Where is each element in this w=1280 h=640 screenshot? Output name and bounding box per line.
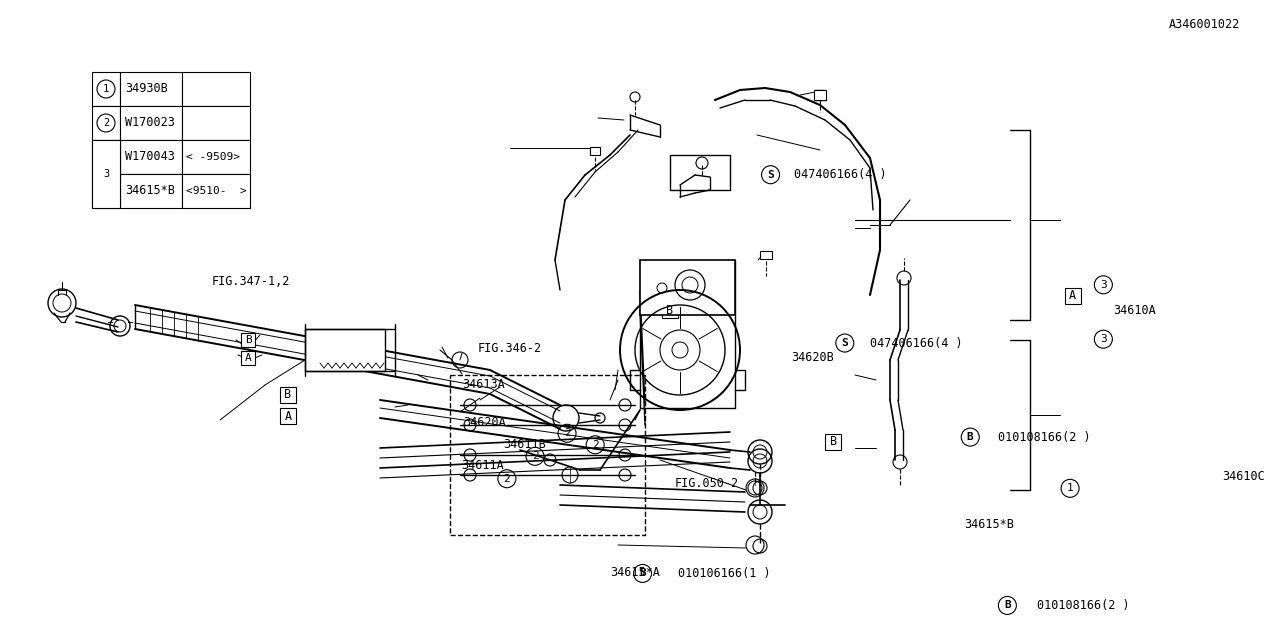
Bar <box>640 260 735 315</box>
Text: 010106166(1 ): 010106166(1 ) <box>678 567 771 580</box>
Text: 34615*B: 34615*B <box>125 184 175 198</box>
Bar <box>760 251 772 259</box>
Text: FIG.050-2: FIG.050-2 <box>675 477 739 490</box>
Text: 2: 2 <box>563 428 571 438</box>
Text: FIG.347-1,2: FIG.347-1,2 <box>211 275 289 288</box>
Text: 010108166(2 ): 010108166(2 ) <box>998 431 1091 444</box>
Text: B: B <box>284 388 292 401</box>
Bar <box>662 302 678 318</box>
Text: S: S <box>841 338 849 348</box>
Text: B: B <box>244 335 251 345</box>
Text: 34610C: 34610C <box>1222 470 1265 483</box>
Text: B: B <box>1004 600 1011 611</box>
Bar <box>1065 288 1080 304</box>
Bar <box>814 90 826 100</box>
Bar <box>280 387 296 403</box>
Text: 34620A: 34620A <box>463 416 506 429</box>
Text: B: B <box>639 568 646 579</box>
Text: 010108166(2 ): 010108166(2 ) <box>1037 599 1129 612</box>
Text: 2: 2 <box>591 440 599 450</box>
Bar <box>92 106 120 140</box>
Text: 2: 2 <box>102 118 109 128</box>
Text: A346001022: A346001022 <box>1169 18 1240 31</box>
Text: 34613A: 34613A <box>462 378 504 390</box>
Text: 047406166(4 ): 047406166(4 ) <box>870 337 963 349</box>
Bar <box>280 408 296 424</box>
Text: B: B <box>966 432 974 442</box>
Bar <box>92 140 120 208</box>
Bar <box>182 140 250 174</box>
Text: 34610A: 34610A <box>1114 304 1156 317</box>
Bar <box>241 333 255 347</box>
Bar <box>120 174 182 208</box>
Text: <9510-  >: <9510- > <box>186 186 247 196</box>
Text: FIG.346-2: FIG.346-2 <box>477 342 541 355</box>
Bar <box>120 140 182 174</box>
Text: B: B <box>667 303 673 317</box>
Bar <box>92 72 120 106</box>
Text: A: A <box>1069 289 1076 302</box>
Text: 34611B: 34611B <box>503 438 545 451</box>
Text: W170023: W170023 <box>125 116 175 129</box>
Text: 3: 3 <box>102 169 109 179</box>
Bar <box>305 329 385 371</box>
Bar <box>182 174 250 208</box>
Bar <box>182 106 250 140</box>
Bar <box>92 174 120 208</box>
Text: 34615*B: 34615*B <box>964 518 1014 531</box>
Bar <box>590 147 600 155</box>
Text: 2: 2 <box>503 474 511 484</box>
Text: 34620B: 34620B <box>791 351 833 364</box>
Text: 1: 1 <box>102 84 109 94</box>
Bar <box>120 106 182 140</box>
Text: 1: 1 <box>1066 483 1074 493</box>
Text: B: B <box>829 435 837 448</box>
Text: A: A <box>284 410 292 422</box>
Text: 2: 2 <box>531 451 539 461</box>
Bar <box>182 72 250 106</box>
Text: A: A <box>244 353 251 363</box>
Bar <box>826 434 841 449</box>
Text: S: S <box>767 170 774 180</box>
Bar <box>92 140 120 174</box>
Text: < -9509>: < -9509> <box>186 152 241 162</box>
Text: 3: 3 <box>1100 280 1107 290</box>
Bar <box>451 375 645 535</box>
Text: 047406166(4 ): 047406166(4 ) <box>794 168 886 181</box>
Text: 34611A: 34611A <box>461 459 503 472</box>
Text: 34930B: 34930B <box>125 83 168 95</box>
Bar <box>241 351 255 365</box>
Text: 3: 3 <box>1100 334 1107 344</box>
Bar <box>120 72 182 106</box>
Text: 34615*A: 34615*A <box>611 566 660 579</box>
Text: W170043: W170043 <box>125 150 175 163</box>
